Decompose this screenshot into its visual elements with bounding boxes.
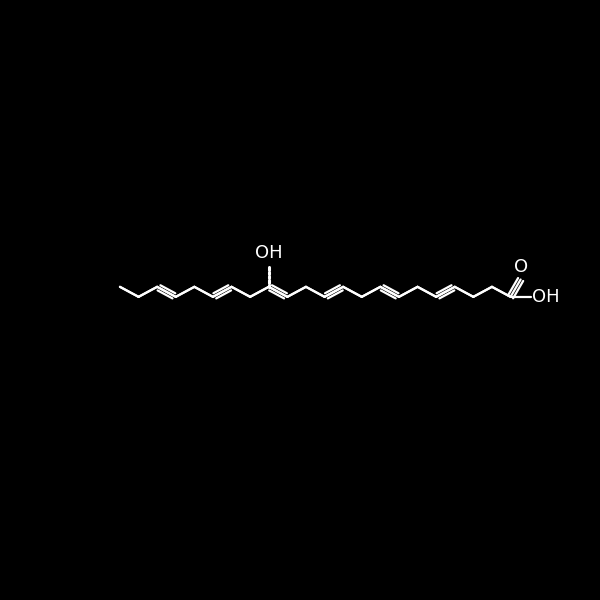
Text: OH: OH bbox=[255, 244, 283, 262]
Text: OH: OH bbox=[532, 288, 560, 306]
Text: O: O bbox=[514, 259, 529, 277]
